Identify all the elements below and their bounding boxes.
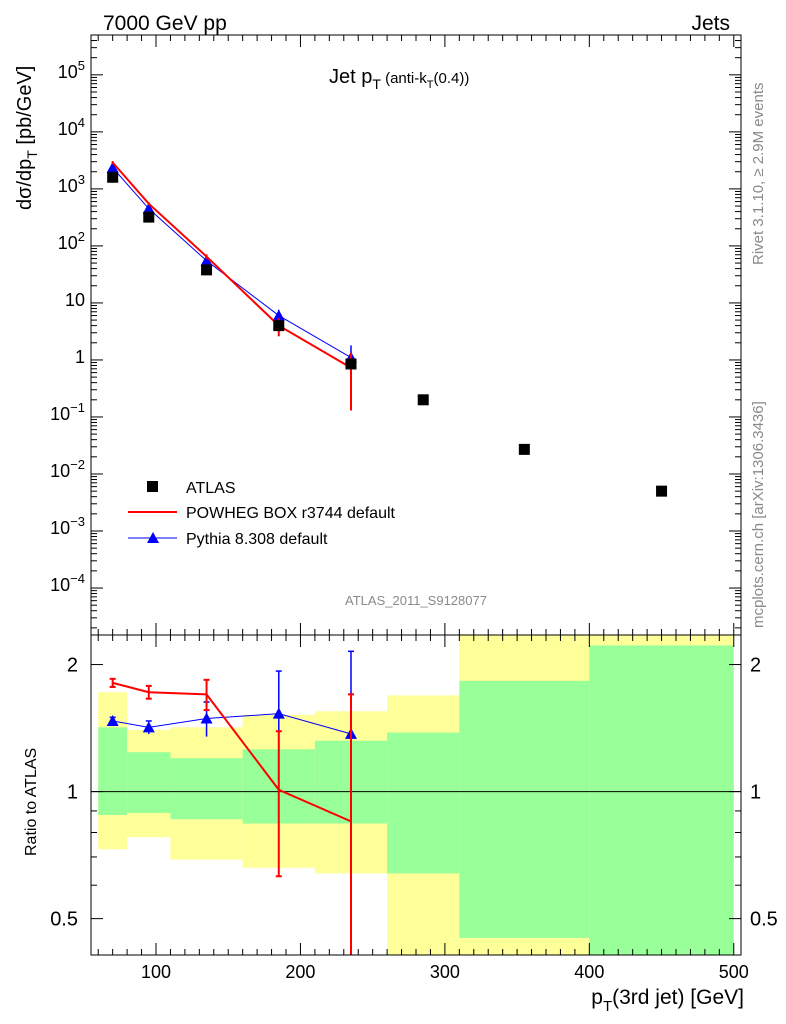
pythia-point — [200, 254, 213, 266]
atlas-point — [143, 211, 155, 223]
x-tick-label: 400 — [574, 962, 604, 982]
ratio-y-tick-label-right: 2 — [750, 655, 761, 677]
y-tick-label-1: 1 — [75, 347, 85, 367]
ratio-pythia-point — [142, 721, 155, 733]
x-tick-labels: 100 200 300 400 500 — [141, 962, 749, 982]
y-tick-label-1e-4: 10−4 — [50, 571, 85, 595]
legend: ATLAS POWHEG BOX r3744 default Pythia 8.… — [128, 480, 396, 548]
top-data-layer — [106, 161, 668, 497]
atlas-point — [518, 443, 530, 455]
legend-powheg-label: POWHEG BOX r3744 default — [186, 505, 396, 522]
ratio-y-tick-label-right: 1 — [750, 782, 761, 804]
stat-uncertainty-band — [589, 645, 734, 955]
x-axis-label: pT(3rd jet) [GeV] — [591, 986, 744, 1015]
atlas-point — [273, 320, 285, 332]
ratio-pythia-point — [272, 707, 285, 719]
y-tick-label-1e4: 104 — [58, 115, 85, 139]
atlas-point — [201, 264, 213, 276]
pythia-point — [272, 309, 285, 321]
header-left: 7000 GeV pp — [103, 12, 227, 35]
plot-title: Jet pT (anti-kT(0.4)) — [329, 66, 469, 92]
side-label-rivet: Rivet 3.1.10, ≥ 2.9M events — [750, 83, 767, 266]
top-y-axis-label: dσ/dpT [pb/GeV] — [14, 66, 40, 210]
x-tick-label: 300 — [430, 962, 460, 982]
stat-uncertainty-band — [98, 727, 128, 816]
ratio-uncertainty-bands — [91, 635, 741, 955]
top-panel-ticks — [91, 34, 741, 635]
legend-pythia-label: Pythia 8.308 default — [186, 531, 328, 548]
y-tick-label-1e-3: 10−3 — [50, 514, 85, 538]
atlas-point — [656, 485, 668, 497]
atlas-point — [417, 394, 429, 406]
y-tick-label-10: 10 — [65, 290, 85, 310]
ratio-y-tick-label-left: 2 — [67, 655, 78, 677]
pythia-point — [106, 161, 119, 173]
y-tick-label-1e2: 102 — [58, 229, 85, 253]
stat-uncertainty-band — [387, 732, 460, 874]
atlas-point — [107, 171, 119, 183]
top-y-tick-labels: 10−4 10−3 10−2 10−1 1 10 102 103 104 105 — [50, 58, 85, 595]
ratio-y-tick-labels: 0.5 0.5 1 1 2 2 — [50, 655, 778, 931]
atlas-point — [345, 358, 357, 370]
header-right: Jets — [691, 12, 730, 35]
x-tick-label: 500 — [719, 962, 749, 982]
legend-atlas-marker — [147, 481, 158, 492]
ratio-y-tick-label-right: 0.5 — [750, 909, 778, 931]
y-tick-label-1e3: 103 — [58, 172, 85, 196]
x-tick-label: 100 — [141, 962, 171, 982]
pythia-point — [142, 202, 155, 214]
y-tick-label-1e5: 105 — [58, 58, 85, 82]
y-tick-label-1e-1: 10−1 — [50, 400, 85, 424]
stat-uncertainty-band — [459, 680, 590, 938]
stat-uncertainty-band — [170, 758, 243, 820]
legend-pythia-marker — [147, 532, 159, 543]
ratio-pythia-point — [200, 712, 213, 724]
pythia-line — [112, 167, 352, 359]
x-tick-label: 200 — [285, 962, 315, 982]
ratio-y-tick-label-left: 0.5 — [50, 909, 78, 931]
legend-atlas-label: ATLAS — [186, 480, 236, 497]
side-label-mcplots: mcplots.cern.ch [arXiv:1306.3436] — [750, 401, 767, 628]
ratio-panel-ticks — [91, 635, 741, 955]
ratio-pythia-point — [106, 714, 119, 726]
analysis-id: ATLAS_2011_S9128077 — [345, 593, 487, 608]
ratio-y-axis-label: Ratio to ATLAS — [23, 748, 40, 856]
ratio-y-tick-label-left: 1 — [67, 782, 78, 804]
stat-uncertainty-band — [127, 752, 171, 813]
y-tick-label-1e-2: 10−2 — [50, 457, 85, 481]
ratio-data-layer — [106, 650, 357, 955]
